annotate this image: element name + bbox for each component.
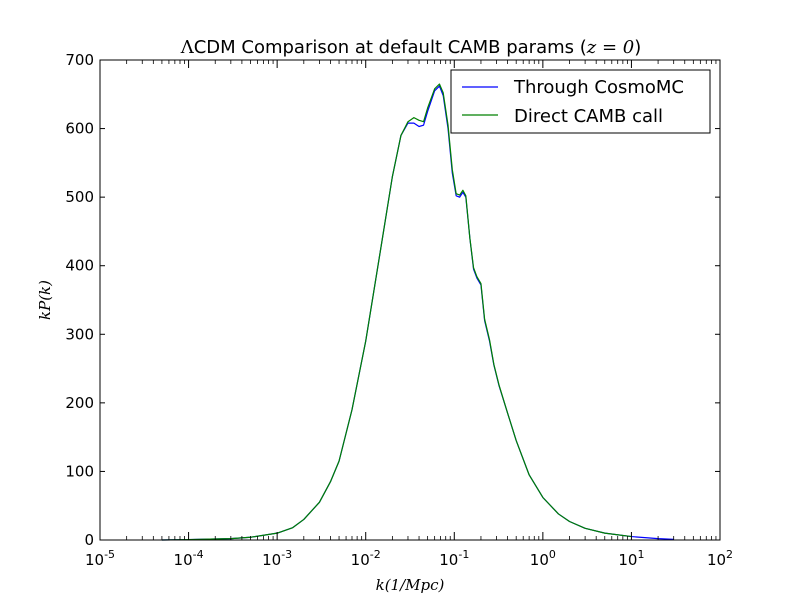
x-axis-label: k(1/Mpc)	[376, 576, 445, 594]
series-line-direct-camb-call	[161, 83, 632, 541]
x-tick-label: 10-1	[439, 548, 469, 569]
chart-title: ΛCDM Comparison at default CAMB params (…	[180, 37, 642, 58]
legend-label-through-cosmomc: Through CosmoMC	[513, 77, 684, 98]
x-tick-label: 10-2	[351, 548, 381, 569]
x-tick-label: 100	[530, 548, 556, 569]
legend-label-direct-camb-call: Direct CAMB call	[514, 106, 663, 127]
y-tick-label: 600	[65, 120, 94, 138]
x-tick-label: 10-3	[262, 548, 292, 569]
x-tick-label: 10-4	[174, 548, 204, 569]
y-tick-label: 500	[65, 188, 94, 206]
title-close-paren: )	[634, 37, 641, 58]
title-lambda: Λ	[180, 37, 195, 58]
title-redshift: z = 0	[586, 37, 634, 58]
x-axis-ticks: 10-5 10-4 10-3 10-2 10-1 100 101 102	[85, 60, 733, 569]
y-axis-ticks: 0 100 200 300 400 500 600 700	[65, 51, 720, 549]
y-tick-label: 100	[65, 462, 94, 480]
y-tick-label: 300	[65, 325, 94, 343]
x-tick-label: 10-5	[85, 548, 115, 569]
axes-frame	[99, 59, 721, 541]
y-tick-label: 0	[84, 531, 94, 549]
y-axis-label: kP(k)	[36, 280, 54, 320]
y-tick-label: 200	[65, 394, 94, 412]
legend-box	[450, 69, 711, 134]
y-tick-label: 400	[65, 257, 94, 275]
plot-area	[161, 83, 674, 541]
x-tick-label: 101	[618, 548, 644, 569]
x-tick-label: 102	[707, 548, 733, 569]
title-main-text: CDM Comparison at default CAMB params (	[194, 37, 587, 58]
legend: Through CosmoMC Direct CAMB call	[450, 69, 711, 134]
y-tick-label: 700	[65, 51, 94, 69]
